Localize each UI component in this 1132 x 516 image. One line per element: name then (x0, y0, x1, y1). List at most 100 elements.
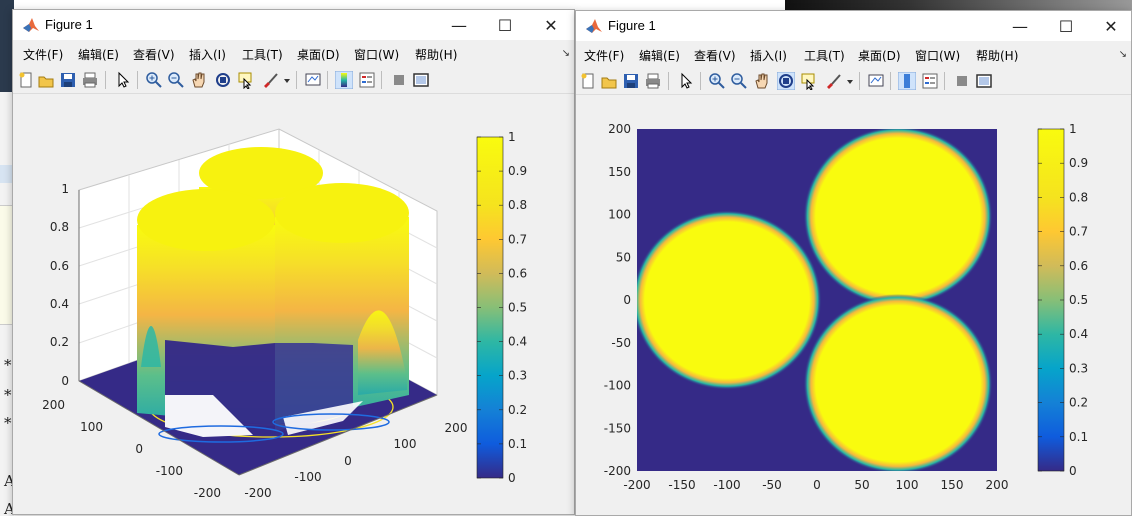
menu-overflow-arrow-icon[interactable]: ↘ (1118, 49, 1127, 60)
data-cursor-icon[interactable] (800, 72, 818, 90)
x-axis-ticks: -200 -100 0 100 200 (244, 421, 467, 500)
zoom-out-icon[interactable] (730, 72, 748, 90)
new-figure-icon[interactable] (17, 71, 35, 89)
menu-file[interactable]: 文件(F) (23, 48, 64, 62)
y-tick-label: 200 (42, 398, 65, 412)
heatmap-circle (803, 294, 993, 471)
dropdown-arrow-icon[interactable] (282, 71, 292, 89)
brush-icon[interactable] (824, 72, 842, 90)
brush-icon[interactable] (261, 71, 279, 89)
maximize-button[interactable]: ☐ (1058, 16, 1074, 36)
colorbar-tick-label: 0.1 (1069, 430, 1088, 444)
legend-icon[interactable] (921, 72, 939, 90)
zoom-in-icon[interactable] (708, 72, 726, 90)
title-bar[interactable]: Figure 1 — ☐ ✕ (576, 11, 1131, 41)
minimize-button[interactable]: — (1012, 16, 1028, 36)
y-tick-label: -100 (604, 379, 631, 393)
colorbar-tick-label: 0.3 (1069, 361, 1088, 375)
y-tick-label: 100 (608, 208, 631, 222)
desktop-highlight-strip (0, 165, 14, 183)
hide-plot-tools-icon[interactable] (390, 71, 408, 89)
x-tick-label: 0 (813, 478, 821, 492)
pointer-icon[interactable] (114, 71, 132, 89)
rotate-3d-icon[interactable] (777, 72, 795, 90)
background-text: * (4, 414, 12, 432)
hide-plot-tools-icon[interactable] (953, 72, 971, 90)
pan-hand-icon[interactable] (753, 72, 771, 90)
print-icon[interactable] (644, 72, 662, 90)
toolbar-separator (381, 71, 382, 89)
x-tick-label: -100 (294, 470, 321, 484)
x-axis-ticks: -200 -150 -100 -50 0 50 100 150 200 (623, 478, 1008, 492)
y-axis-ticks: 200 100 0 -100 -200 (42, 398, 221, 500)
minimize-button[interactable]: — (451, 15, 467, 35)
colorbar-icon[interactable] (898, 72, 916, 90)
show-plot-tools-icon[interactable] (975, 72, 993, 90)
menu-view[interactable]: 查看(V) (694, 49, 736, 63)
figure-canvas[interactable]: -200 -150 -100 -50 0 50 100 150 200 200 150 100 50 0… (576, 96, 1131, 515)
menu-insert[interactable]: 插入(I) (189, 48, 226, 62)
zoom-in-icon[interactable] (145, 71, 163, 89)
pointer-icon[interactable] (677, 72, 695, 90)
menu-edit[interactable]: 编辑(E) (639, 49, 680, 63)
colorbar[interactable]: 0 0.1 0.2 0.3 0.4 0.5 0.6 0.7 0.8 0.9 1 (476, 130, 527, 485)
colorbar[interactable]: 0 0.1 0.2 0.3 0.4 0.5 0.6 0.7 0.8 0.9 1 (1037, 122, 1088, 478)
title-bar[interactable]: Figure 1 — ☐ ✕ (13, 10, 574, 40)
y-tick-label: 0 (623, 293, 631, 307)
menu-desktop[interactable]: 桌面(D) (297, 48, 340, 62)
dropdown-arrow-icon[interactable] (845, 72, 855, 90)
open-file-icon[interactable] (37, 71, 55, 89)
menu-help[interactable]: 帮助(H) (415, 48, 458, 62)
colorbar-ticks: 0 0.1 0.2 0.3 0.4 0.5 0.6 0.7 0.8 0.9 1 (1038, 122, 1088, 478)
save-icon[interactable] (59, 71, 77, 89)
y-tick-label: 200 (608, 122, 631, 136)
figure-canvas[interactable]: 0 0.2 0.4 0.6 0.8 1 200 100 0 -100 -200 … (13, 95, 574, 514)
open-file-icon[interactable] (600, 72, 618, 90)
menu-overflow-arrow-icon[interactable]: ↘ (561, 48, 570, 59)
toolbar-separator (890, 72, 891, 90)
colorbar-tick-label: 0.4 (508, 335, 527, 349)
menu-tools[interactable]: 工具(T) (242, 48, 283, 62)
colorbar-icon[interactable] (335, 71, 353, 89)
menu-help[interactable]: 帮助(H) (976, 49, 1019, 63)
x-tick-label: -200 (244, 486, 271, 500)
menu-insert[interactable]: 插入(I) (750, 49, 787, 63)
window-title: Figure 1 (608, 18, 656, 33)
x-tick-label: 50 (854, 478, 869, 492)
zoom-out-icon[interactable] (167, 71, 185, 89)
menu-edit[interactable]: 编辑(E) (78, 48, 119, 62)
close-button[interactable]: ✕ (544, 15, 558, 35)
x-tick-label: -100 (713, 478, 740, 492)
close-button[interactable]: ✕ (1104, 16, 1118, 36)
heatmap-plot-2d[interactable]: -200 -150 -100 -50 0 50 100 150 200 200150100500… (576, 96, 1131, 516)
new-figure-icon[interactable] (579, 72, 597, 90)
figure-window-2d[interactable]: Figure 1 — ☐ ✕ 文件(F) 编辑(E) 查看(V) 插入(I) 工… (575, 10, 1132, 516)
menu-view[interactable]: 查看(V) (133, 48, 175, 62)
print-icon[interactable] (81, 71, 99, 89)
link-plot-icon[interactable] (304, 71, 322, 89)
pan-hand-icon[interactable] (190, 71, 208, 89)
surface-cylinders (137, 147, 409, 443)
background-text: A (4, 472, 15, 490)
menu-window[interactable]: 窗口(W) (915, 49, 961, 63)
show-plot-tools-icon[interactable] (412, 71, 430, 89)
data-cursor-icon[interactable] (237, 71, 255, 89)
colorbar-tick-label: 0.4 (1069, 327, 1088, 341)
surface-plot-3d[interactable]: 0 0.2 0.4 0.6 0.8 1 200 100 0 -100 -200 … (13, 95, 574, 515)
menu-desktop[interactable]: 桌面(D) (858, 49, 901, 63)
desktop-background-left (0, 0, 14, 516)
save-icon[interactable] (622, 72, 640, 90)
toolbar-separator (327, 71, 328, 89)
rotate-3d-icon[interactable] (214, 71, 232, 89)
legend-icon[interactable] (358, 71, 376, 89)
z-tick-label: 0.4 (50, 297, 69, 311)
colorbar-tick-label: 0.5 (508, 301, 527, 315)
link-plot-icon[interactable] (867, 72, 885, 90)
maximize-button[interactable]: ☐ (497, 15, 513, 35)
toolbar-separator (944, 72, 945, 90)
menu-tools[interactable]: 工具(T) (804, 49, 845, 63)
menu-file[interactable]: 文件(F) (584, 49, 625, 63)
figure-window-3d[interactable]: Figure 1 — ☐ ✕ 文件(F) 编辑(E) 查看(V) 插入(I) 工… (12, 9, 575, 515)
menu-window[interactable]: 窗口(W) (354, 48, 400, 62)
colorbar-tick-label: 0.8 (1069, 190, 1088, 204)
